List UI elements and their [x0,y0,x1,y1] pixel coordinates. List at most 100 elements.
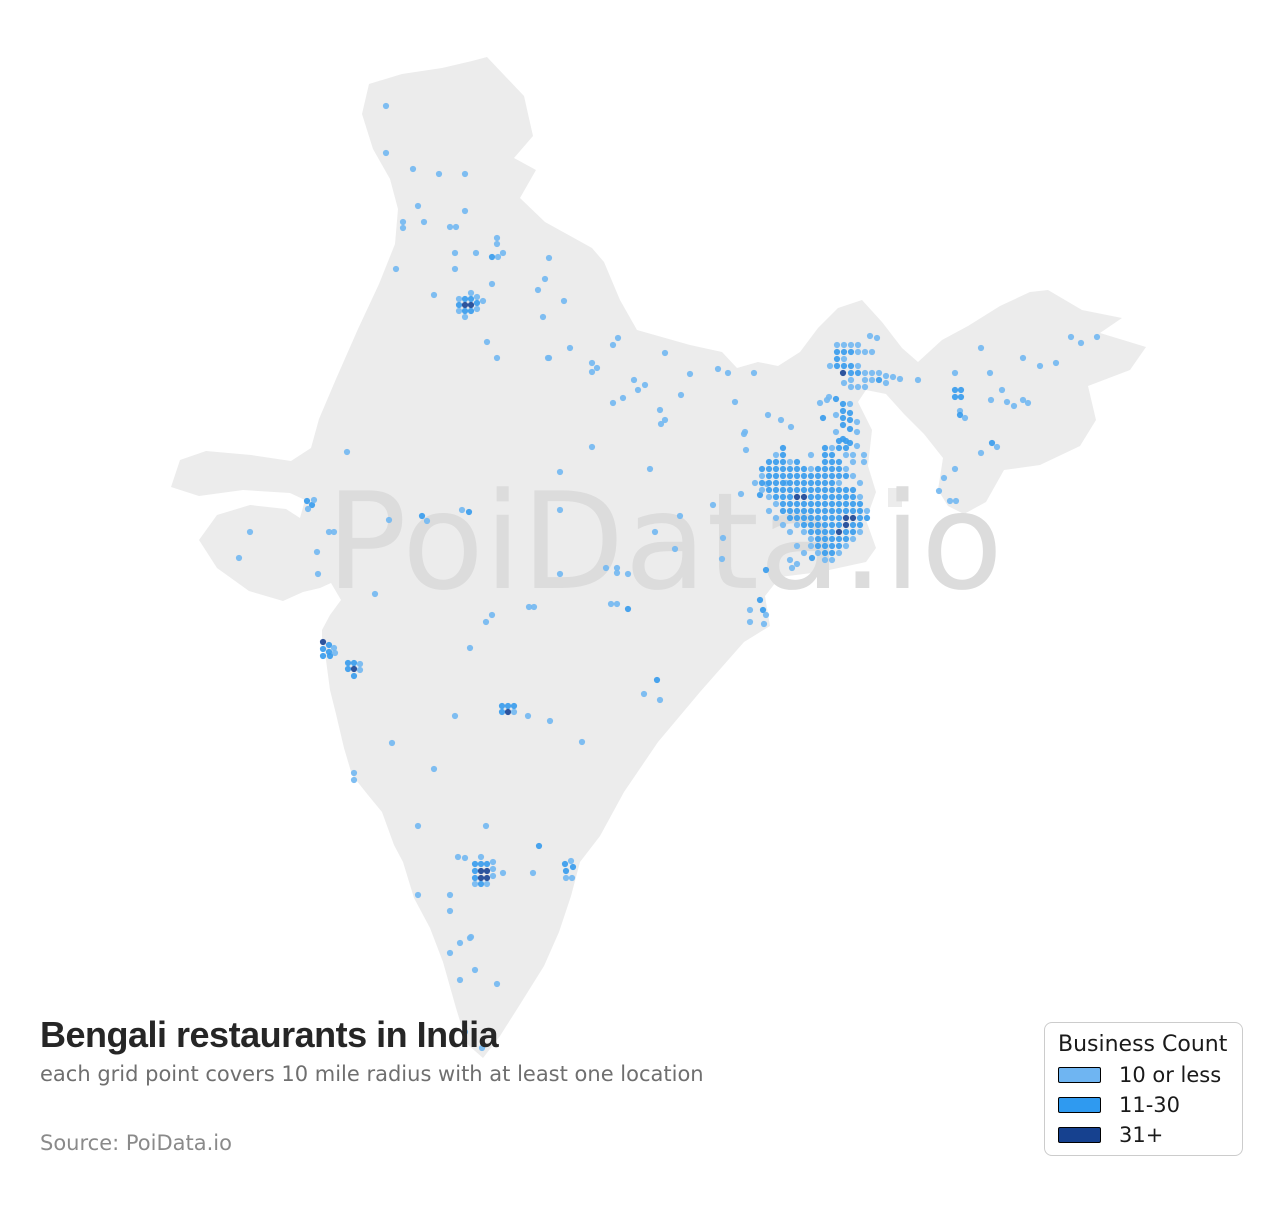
map-dot [849,458,857,466]
map-dot [319,638,327,646]
map-dot [793,521,801,529]
map-dot [493,980,501,988]
map-dot [758,479,766,487]
map-dot [840,348,848,356]
map-dot [499,869,507,877]
map-dot [772,514,780,522]
map-dot [624,605,632,613]
map-dot [779,479,787,487]
map-dot [875,369,883,377]
map-dot [807,493,815,501]
map-dot [832,428,840,436]
map-dot [821,493,829,501]
map-dot [1010,402,1018,410]
map-dot [854,341,862,349]
map-dot [382,149,390,157]
map-dot [842,521,850,529]
map-dot [742,446,750,454]
map-dot [828,500,836,508]
map-dot [414,202,422,210]
map-dot [842,542,850,550]
map-dot [609,399,617,407]
map-dot [786,507,794,515]
map-dot [303,497,311,505]
map-dot [588,443,596,451]
map-dot [814,521,822,529]
map-dot [951,369,959,377]
map-dot [609,341,617,349]
map-dot [800,479,808,487]
map-dot [777,416,785,424]
map-dot [539,313,547,321]
map-dot [833,355,841,363]
watermark-text: PoiData.io [326,464,1003,620]
map-dot [319,652,327,660]
map-dot [957,386,965,394]
map-dot [821,451,829,459]
map-dot [793,465,801,473]
map-dot [842,507,850,515]
map-dot [569,863,577,871]
map-dot [863,514,871,522]
map-dot [842,500,850,508]
map-dot [846,409,854,417]
map-dot [835,493,843,501]
map-dot [861,383,869,391]
map-dot [471,860,479,868]
map-dot [677,391,685,399]
map-dot [821,486,829,494]
map-dot [826,362,834,370]
map-dot [493,354,501,362]
map-dot [849,472,857,480]
map-dot [473,293,481,301]
map-dot [461,295,469,303]
map-dot [772,472,780,480]
map-dot [350,672,358,680]
map-dot [504,708,512,716]
map-dot [656,406,664,414]
map-dot [1067,333,1075,341]
map-dot [793,472,801,480]
map-dot [842,493,850,501]
map-dot [467,301,475,309]
map-dot [793,493,801,501]
map-dot [452,223,460,231]
map-dot [956,411,964,419]
legend-item: 10 or less [1058,1063,1230,1087]
map-dot [842,486,850,494]
map-dot [310,496,318,504]
map-dot [854,369,862,377]
map-dot [560,297,568,305]
page-title: Bengali restaurants in India [40,1014,499,1055]
map-dot [849,535,857,543]
map-dot [331,649,339,657]
map-dot [614,334,622,342]
map-dot [435,170,443,178]
map-dot [868,369,876,377]
map-dot [534,286,542,294]
map-dot [477,860,485,868]
map-dot [786,472,794,480]
map-dot [835,472,843,480]
map-dot [1093,333,1101,341]
map-dot [458,506,466,514]
map-dot [356,660,364,668]
map-dot [319,645,327,653]
map-dot [624,570,632,578]
map-dot [350,769,358,777]
map-dot [856,493,864,501]
map-dot [793,542,801,550]
map-dot [772,451,780,459]
map-dot [246,528,254,536]
map-dot [546,717,554,725]
map-dot [842,528,850,536]
map-dot [814,549,822,557]
map-dot [420,218,428,226]
map-dot [772,465,780,473]
map-dot [779,500,787,508]
map-dot [489,858,497,866]
map-dot [765,458,773,466]
map-dot [800,528,808,536]
map-dot [786,465,794,473]
